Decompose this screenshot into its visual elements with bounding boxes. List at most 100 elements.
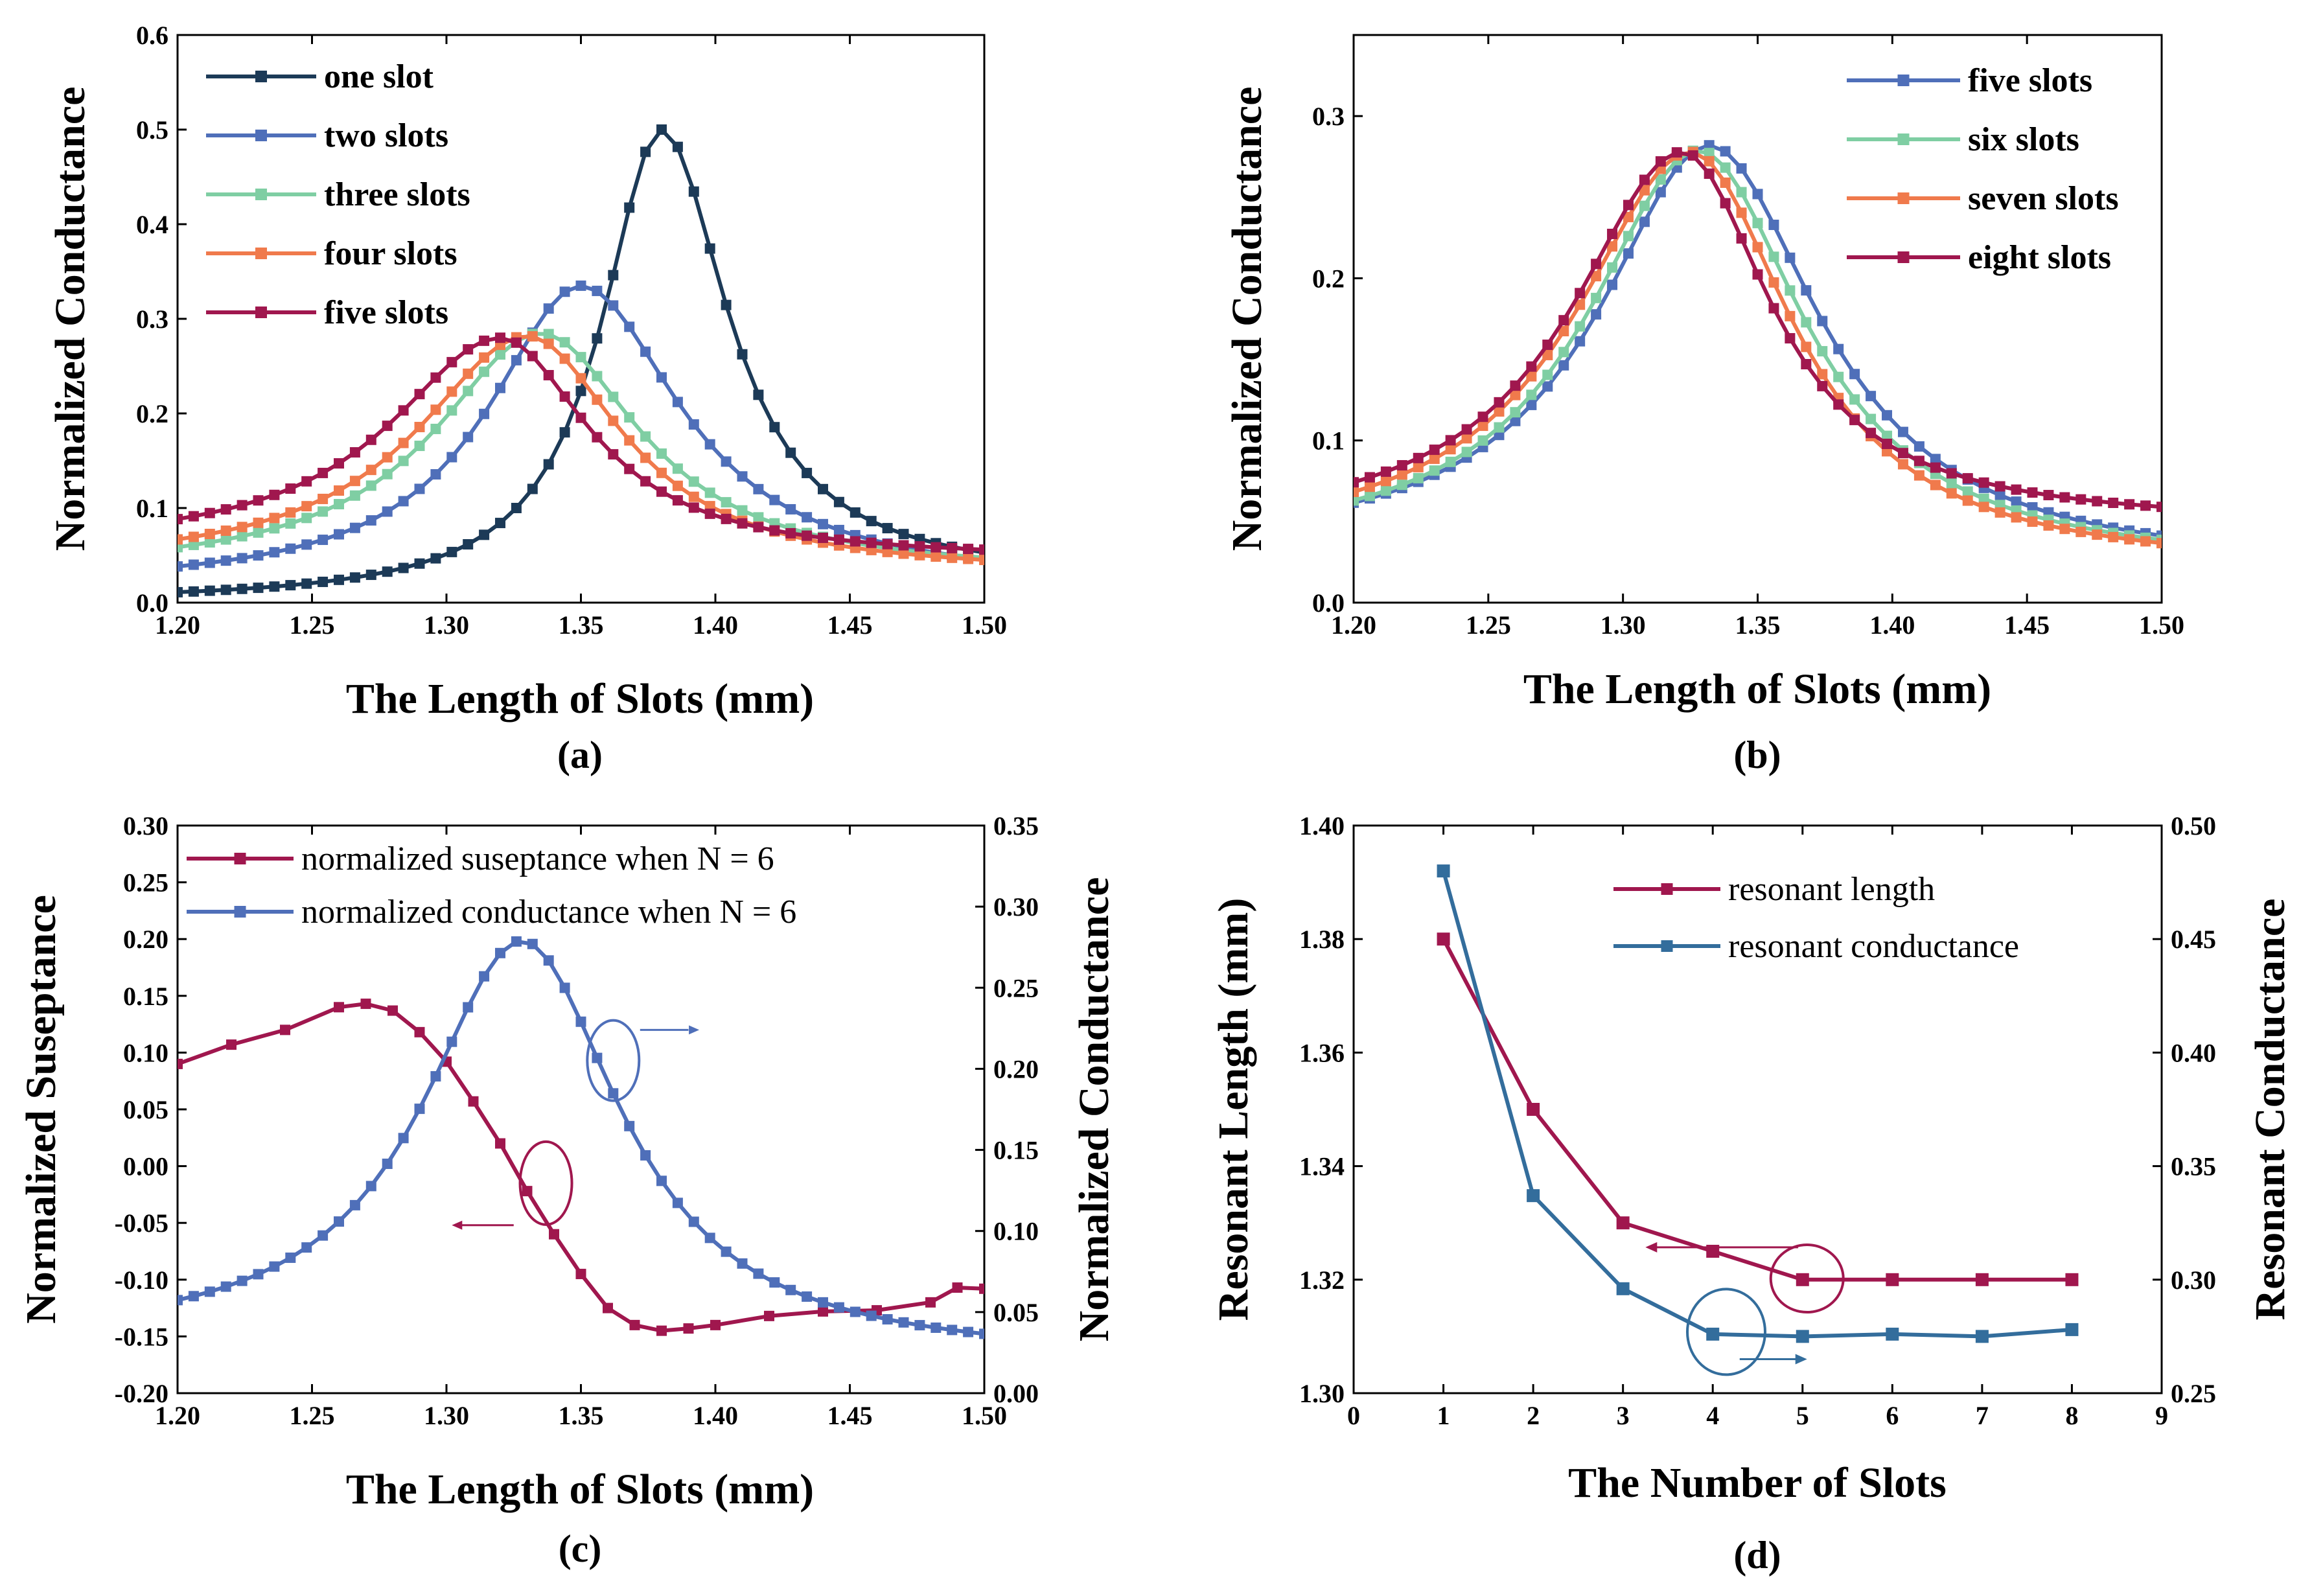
data-point: [178, 1058, 183, 1069]
data-point: [1607, 228, 1618, 239]
data-point: [1526, 371, 1537, 382]
data-point: [253, 583, 264, 594]
data-point: [178, 561, 183, 572]
data-point: [672, 495, 683, 506]
data-point: [382, 566, 393, 577]
data-point: [1445, 435, 1456, 446]
data-point: [1897, 459, 1908, 470]
data-point: [2092, 496, 2103, 507]
data-point: [365, 1181, 376, 1192]
y-tick-label: 0.3: [1312, 102, 1345, 131]
data-point: [688, 476, 699, 487]
data-point: [1801, 317, 1812, 328]
series-line-resonant-length: [1441, 938, 2072, 1282]
data-point: [1396, 469, 1407, 480]
legend-item-normalized-conductance-when-n-6: normalized conductance when N = 6: [187, 894, 796, 931]
data-point: [1623, 200, 1634, 211]
x-tick-label: 1.45: [2004, 610, 2050, 640]
data-point: [2043, 520, 2054, 531]
data-point: [382, 506, 393, 517]
data-point: [204, 585, 215, 596]
data-point: [1527, 1189, 1540, 1203]
data-point: [1946, 468, 1957, 479]
data-point: [220, 584, 231, 596]
data-point: [220, 534, 231, 545]
data-point: [688, 1216, 699, 1227]
data-point: [914, 549, 925, 561]
data-point: [1437, 864, 1450, 878]
legend-item-normalized-suseptance-when-n-6: normalized suseptance when N = 6: [187, 840, 774, 877]
data-point: [704, 1232, 715, 1243]
data-point: [1866, 391, 1877, 402]
data-point: [818, 483, 828, 494]
y-tick-label: 0.2: [136, 399, 168, 428]
data-point: [543, 329, 554, 340]
data-point: [963, 544, 974, 555]
data-point: [737, 349, 748, 360]
data-point: [285, 580, 296, 591]
data-point: [430, 469, 441, 480]
data-point: [624, 435, 635, 446]
data-point: [1623, 211, 1634, 222]
data-point: [463, 368, 474, 379]
series-six-slots: [1354, 145, 2162, 546]
data-point: [382, 468, 393, 480]
data-point: [769, 422, 780, 433]
data-point: [559, 353, 570, 364]
data-point: [414, 422, 425, 433]
data-point: [559, 982, 570, 993]
data-point: [1817, 346, 1828, 357]
data-point: [656, 124, 667, 135]
data-point: [1946, 488, 1957, 499]
data-point: [253, 550, 264, 561]
y-axis-label: Resonant Length (mm): [1210, 898, 1257, 1321]
data-point: [430, 553, 441, 564]
data-point: [1882, 438, 1893, 449]
data-point: [511, 354, 522, 365]
data-point: [188, 586, 199, 597]
data-point: [495, 332, 505, 343]
legend-label: seven slots: [1968, 180, 2119, 217]
data-point: [1445, 444, 1456, 455]
data-point: [318, 467, 329, 478]
data-point: [1429, 453, 1440, 464]
data-point: [882, 546, 893, 557]
legend-swatch-marker: [255, 306, 267, 318]
legend-swatch-marker: [255, 248, 267, 259]
data-point: [1354, 487, 1359, 498]
data-point: [640, 452, 651, 463]
data-point: [543, 369, 554, 380]
data-point: [1396, 480, 1407, 491]
data-point: [1962, 473, 1973, 484]
x-tick-label: 5: [1796, 1401, 1809, 1430]
data-point: [1736, 233, 1747, 244]
data-point: [592, 394, 603, 405]
data-point: [1655, 156, 1666, 167]
annotation-ellipse-suseptance: [518, 1140, 573, 1226]
panel-label: (c): [559, 1527, 602, 1570]
data-point: [1494, 406, 1505, 417]
data-point: [1616, 1282, 1630, 1295]
data-point: [575, 412, 586, 423]
y-tick-label: 1.34: [1299, 1152, 1345, 1181]
data-point: [1542, 369, 1553, 380]
data-point: [365, 480, 376, 491]
data-point: [1542, 381, 1553, 392]
y-right-tick-label: 0.30: [2171, 1266, 2216, 1295]
data-point: [704, 439, 715, 450]
data-point: [737, 1258, 748, 1269]
annotation-arrowhead-right: [689, 1025, 700, 1035]
x-tick-label: 1.50: [962, 610, 1007, 640]
series-five-slots: [178, 332, 984, 555]
y-tick-label: -0.20: [115, 1379, 168, 1408]
data-point: [1720, 198, 1731, 209]
y-right-tick-label: 0.30: [993, 892, 1039, 921]
data-point: [527, 938, 538, 949]
data-point: [2140, 536, 2151, 547]
data-point: [1897, 448, 1908, 459]
annotation-ellipse-length: [1769, 1243, 1845, 1314]
data-point: [914, 1320, 925, 1331]
data-point: [608, 300, 619, 311]
y-axis-label: Normalized Conductance: [1223, 87, 1271, 551]
data-point: [2108, 531, 2119, 542]
